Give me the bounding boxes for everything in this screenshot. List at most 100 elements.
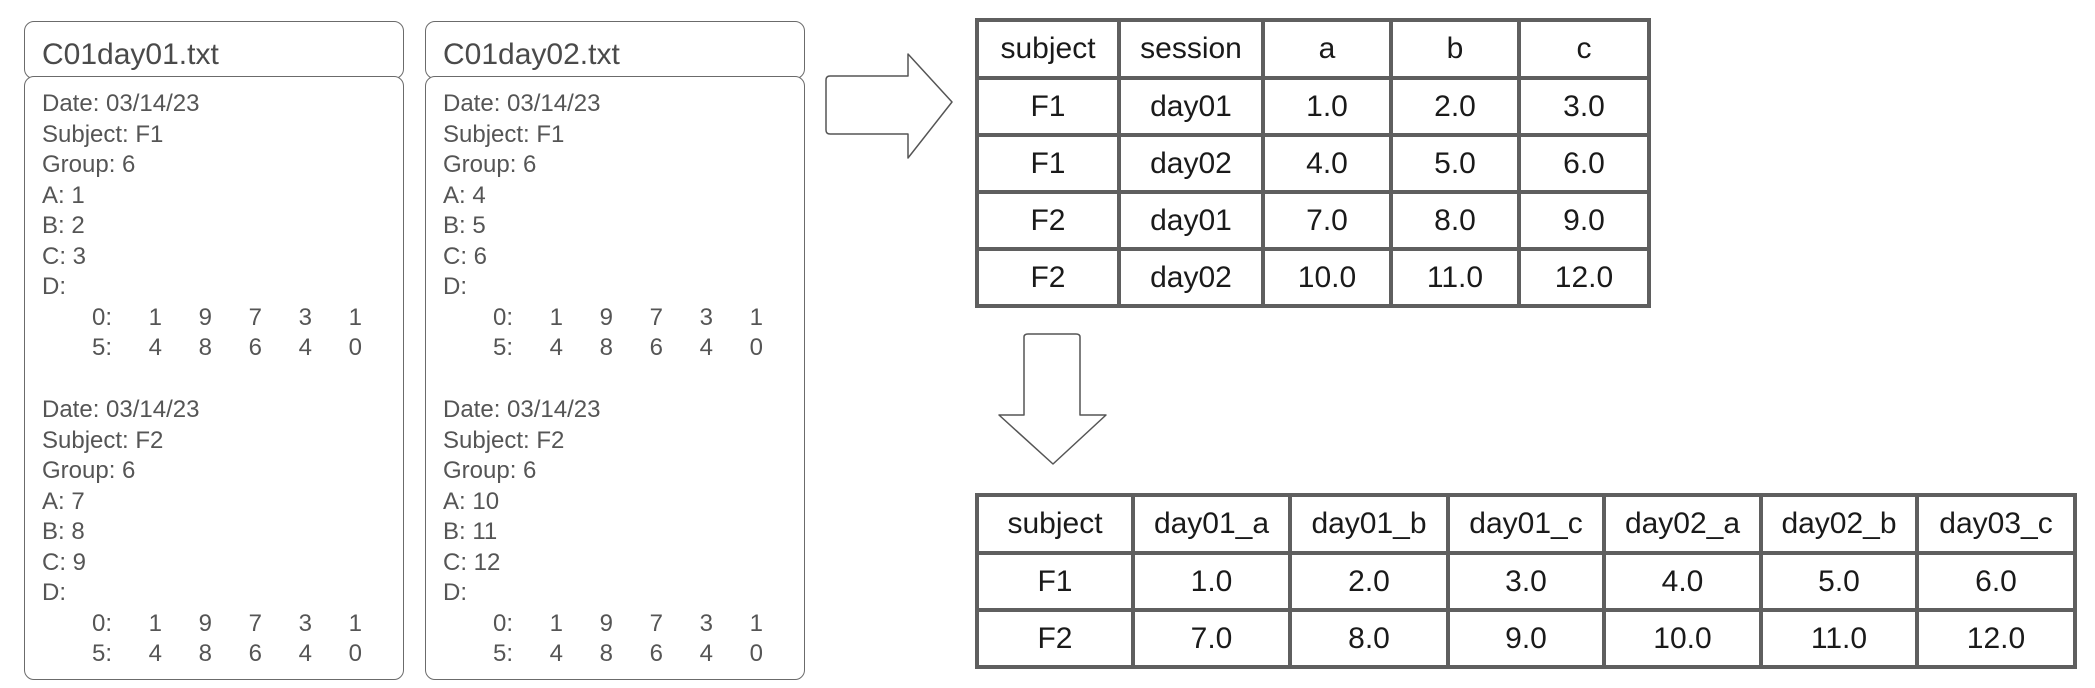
table-cell: F2 bbox=[975, 190, 1121, 251]
d-value: 6 bbox=[248, 334, 262, 361]
file-content-1: Date: 03/14/23 Subject: F1 Group: 6 A: 1… bbox=[24, 76, 404, 680]
group-line: Group: 6 bbox=[42, 457, 136, 484]
d-row: 5: 4 8 6 4 0 bbox=[42, 333, 362, 364]
table-cell: 12.0 bbox=[1915, 608, 2077, 669]
d-value: 6 bbox=[649, 334, 663, 361]
table-cell: 11.0 bbox=[1759, 608, 1919, 669]
date-line: Date: 03/14/23 bbox=[443, 90, 601, 117]
table-cell: F1 bbox=[975, 551, 1135, 612]
d-value: 3 bbox=[699, 609, 713, 637]
d-row: 5: 4 8 6 4 0 bbox=[443, 333, 763, 364]
header-cell: subject bbox=[975, 18, 1121, 80]
d-value: 3 bbox=[298, 303, 312, 331]
d-value: 1 bbox=[148, 609, 162, 637]
c-line: C: 6 bbox=[443, 242, 488, 270]
b-line: B: 5 bbox=[443, 212, 486, 239]
d-row-index: 0: bbox=[91, 609, 112, 637]
d-value: 1 bbox=[549, 609, 563, 637]
header-cell: day02_a bbox=[1602, 493, 1763, 555]
d-value: 8 bbox=[198, 640, 212, 667]
d-value: 1 bbox=[749, 609, 763, 637]
d-value: 4 bbox=[148, 640, 162, 667]
d-value: 9 bbox=[198, 609, 212, 637]
table-cell: 2.0 bbox=[1389, 76, 1521, 137]
date-line: Date: 03/14/23 bbox=[42, 90, 200, 117]
down-arrow-icon bbox=[998, 333, 1107, 465]
table-cell: 5.0 bbox=[1389, 133, 1521, 194]
table-cell: 9.0 bbox=[1446, 608, 1606, 669]
header-cell: day01_c bbox=[1446, 493, 1606, 555]
table-cell: 6.0 bbox=[1517, 133, 1651, 194]
b-line: B: 8 bbox=[42, 518, 85, 545]
d-row: 5: 4 8 6 4 0 bbox=[42, 639, 362, 670]
d-value: 0 bbox=[749, 640, 763, 667]
header-cell: day01_a bbox=[1131, 493, 1292, 555]
table-cell: F1 bbox=[975, 133, 1121, 194]
table-cell: 2.0 bbox=[1288, 551, 1450, 612]
table-cell: 10.0 bbox=[1602, 608, 1763, 669]
d-value: 8 bbox=[599, 334, 613, 361]
table-header-row: subject day01_a day01_b day01_c day02_a … bbox=[975, 493, 2077, 555]
file-content-2: Date: 03/14/23 Subject: F1 Group: 6 A: 4… bbox=[425, 76, 805, 680]
table-cell: day02 bbox=[1117, 247, 1265, 308]
table-cell: 12.0 bbox=[1517, 247, 1651, 308]
table-row: F2 day01 7.0 8.0 9.0 bbox=[975, 190, 1651, 251]
table-cell: 4.0 bbox=[1261, 133, 1393, 194]
d-row-index: 5: bbox=[91, 640, 112, 667]
table-row: F1 day01 1.0 2.0 3.0 bbox=[975, 76, 1651, 137]
table-cell: 1.0 bbox=[1261, 76, 1393, 137]
table-cell: 6.0 bbox=[1915, 551, 2077, 612]
header-cell: a bbox=[1261, 18, 1393, 80]
table-cell: 4.0 bbox=[1602, 551, 1763, 612]
d-value: 0 bbox=[348, 334, 362, 361]
d-row-index: 5: bbox=[492, 334, 513, 361]
subject-line: Subject: F2 bbox=[42, 426, 164, 454]
d-value: 0 bbox=[749, 334, 763, 361]
table-cell: 1.0 bbox=[1131, 551, 1292, 612]
right-arrow-icon bbox=[825, 53, 953, 159]
table-cell: day01 bbox=[1117, 190, 1265, 251]
d-value: 8 bbox=[198, 334, 212, 361]
subject-line: Subject: F1 bbox=[42, 120, 164, 148]
record: Date: 03/14/23 Subject: F2 Group: 6 A: 1… bbox=[443, 395, 763, 670]
d-value: 4 bbox=[298, 334, 312, 361]
d-value: 7 bbox=[248, 303, 262, 331]
file-title-2: C01day02.txt bbox=[425, 21, 805, 79]
d-row-index: 5: bbox=[492, 640, 513, 667]
d-value: 4 bbox=[549, 640, 563, 667]
table-cell: day02 bbox=[1117, 133, 1265, 194]
d-row: 0: 1 9 7 3 1 bbox=[443, 303, 763, 334]
d-row: 0: 1 9 7 3 1 bbox=[42, 303, 362, 334]
d-value: 3 bbox=[298, 609, 312, 637]
d-line: D: bbox=[42, 579, 66, 606]
d-row-index: 0: bbox=[492, 609, 513, 637]
table-row: F1 1.0 2.0 3.0 4.0 5.0 6.0 bbox=[975, 551, 2077, 612]
c-line: C: 9 bbox=[42, 548, 87, 576]
d-value: 7 bbox=[649, 303, 663, 331]
b-line: B: 11 bbox=[443, 518, 498, 545]
b-line: B: 2 bbox=[42, 212, 85, 239]
table-cell: day01 bbox=[1117, 76, 1265, 137]
d-value: 1 bbox=[348, 303, 362, 331]
table-cell: 7.0 bbox=[1131, 608, 1292, 669]
d-row-index: 0: bbox=[91, 303, 112, 331]
d-value: 7 bbox=[248, 609, 262, 637]
d-value: 4 bbox=[699, 640, 713, 667]
d-value: 1 bbox=[549, 303, 563, 331]
table-cell: 7.0 bbox=[1261, 190, 1393, 251]
table-cell: 5.0 bbox=[1759, 551, 1919, 612]
c-line: C: 3 bbox=[42, 242, 87, 270]
group-line: Group: 6 bbox=[443, 457, 537, 484]
table-row: F1 day02 4.0 5.0 6.0 bbox=[975, 133, 1651, 194]
record: Date: 03/14/23 Subject: F1 Group: 6 A: 1… bbox=[42, 89, 362, 364]
d-value: 9 bbox=[198, 303, 212, 331]
table-cell: 3.0 bbox=[1517, 76, 1651, 137]
d-value: 9 bbox=[599, 303, 613, 331]
header-cell: day03_c bbox=[1915, 493, 2077, 555]
record: Date: 03/14/23 Subject: F2 Group: 6 A: 7… bbox=[42, 395, 362, 670]
table-header-row: subject session a b c bbox=[975, 18, 1651, 80]
table-row: F2 7.0 8.0 9.0 10.0 11.0 12.0 bbox=[975, 608, 2077, 669]
d-value: 8 bbox=[599, 640, 613, 667]
group-line: Group: 6 bbox=[42, 151, 136, 178]
d-value: 4 bbox=[298, 640, 312, 667]
